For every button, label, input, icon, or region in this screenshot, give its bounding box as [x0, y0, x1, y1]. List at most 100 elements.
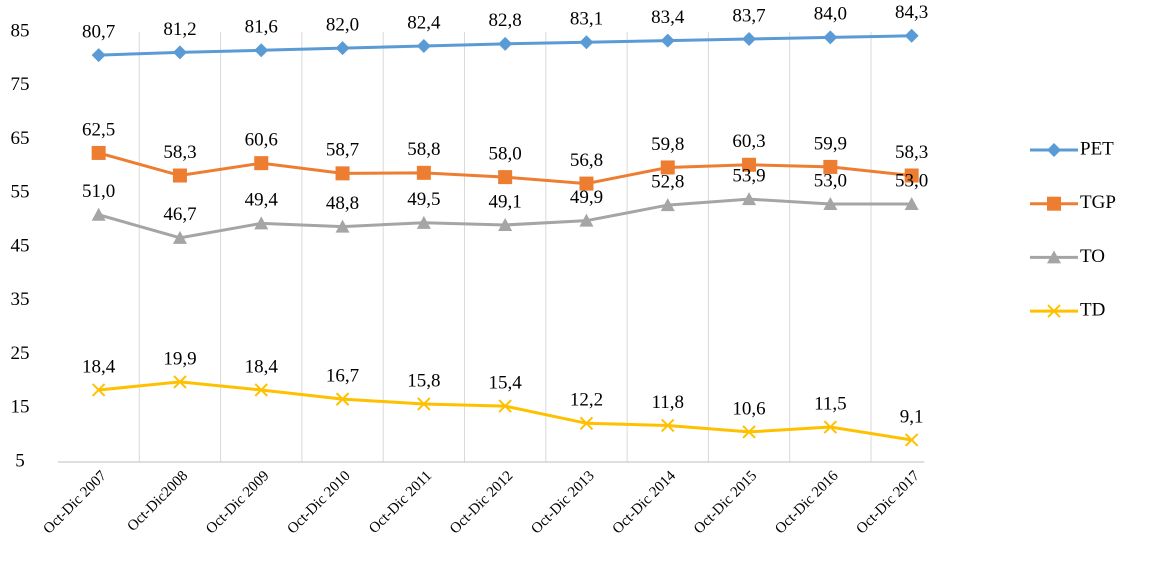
marker	[823, 197, 838, 210]
x-tick-label: Oct-Dic 2007	[41, 468, 111, 538]
y-tick-label: 65	[11, 128, 30, 149]
marker	[742, 425, 756, 439]
data-label: 48,8	[326, 193, 359, 214]
marker	[1047, 196, 1061, 211]
marker	[335, 41, 350, 56]
marker	[172, 45, 187, 60]
marker	[904, 197, 919, 210]
marker	[823, 420, 838, 434]
data-label: 19,9	[163, 348, 196, 369]
data-label: 83,1	[570, 9, 603, 30]
data-label: 58,0	[489, 143, 522, 164]
y-tick-label: 75	[11, 74, 30, 95]
marker	[172, 168, 187, 183]
marker	[1047, 143, 1061, 157]
marker	[335, 392, 350, 406]
x-tick-label: Oct-Dic 2009	[203, 468, 272, 537]
data-label: 11,8	[651, 392, 684, 413]
data-label: 56,8	[570, 150, 603, 171]
y-tick-label: 85	[11, 20, 30, 41]
data-label: 12,2	[570, 390, 603, 411]
marker	[91, 383, 106, 397]
marker	[823, 30, 838, 45]
data-label: 80,7	[82, 21, 115, 42]
data-label: 15,8	[407, 370, 440, 391]
legend-label: TD	[1080, 299, 1105, 320]
marker	[173, 375, 187, 389]
data-label: 84,3	[895, 2, 928, 23]
marker	[416, 215, 431, 229]
marker	[416, 38, 431, 53]
marker	[660, 33, 675, 48]
legend-label: TGP	[1080, 192, 1116, 213]
y-tick-label: 55	[11, 182, 30, 203]
data-label: 82,4	[407, 12, 441, 33]
marker	[254, 216, 269, 230]
data-label: 82,8	[489, 10, 522, 31]
data-label: 46,7	[163, 204, 196, 225]
marker	[254, 383, 268, 397]
y-tick-label: 25	[11, 343, 30, 364]
marker	[498, 399, 512, 413]
data-label: 52,8	[651, 171, 684, 192]
data-label: 58,3	[163, 142, 196, 163]
data-label: 10,6	[732, 398, 765, 419]
y-tick-label: 35	[11, 289, 30, 310]
y-tick-label: 45	[11, 235, 30, 256]
marker	[904, 28, 919, 43]
marker	[742, 157, 757, 172]
marker	[417, 397, 431, 411]
x-tick-label: Oct-Dic 2013	[528, 468, 597, 537]
data-label: 84,0	[814, 4, 847, 25]
marker	[661, 418, 675, 433]
data-label: 51,0	[82, 181, 115, 202]
data-label: 49,9	[570, 187, 603, 208]
data-label: 60,6	[245, 130, 278, 151]
data-label: 58,3	[895, 142, 928, 163]
marker	[742, 192, 757, 206]
marker	[904, 168, 919, 183]
data-label: 58,7	[326, 140, 359, 161]
marker	[91, 48, 106, 63]
x-tick-label: Oct-Dic 2016	[772, 468, 842, 538]
x-tick-label: Oct-Dic 2014	[610, 468, 680, 538]
data-label: 53,9	[732, 166, 765, 187]
marker	[254, 43, 269, 58]
marker	[1047, 250, 1061, 264]
data-label: 49,1	[489, 191, 522, 212]
marker	[498, 170, 513, 185]
marker	[742, 31, 757, 46]
marker	[660, 160, 675, 175]
x-tick-label: Oct-Dic 2017	[854, 468, 924, 538]
marker	[498, 36, 513, 51]
data-label: 11,5	[814, 393, 847, 414]
marker	[579, 176, 594, 191]
marker	[823, 159, 838, 174]
legend-label: PET	[1080, 138, 1114, 159]
marker	[91, 145, 106, 160]
data-label: 62,5	[82, 119, 115, 140]
data-label: 83,7	[732, 5, 765, 26]
marker	[335, 219, 350, 233]
data-label: 9,1	[900, 406, 924, 427]
data-label: 18,4	[82, 356, 116, 377]
x-tick-label: Oct-Dic 2011	[366, 468, 435, 537]
marker	[91, 207, 106, 221]
x-tick-label: Oct-Dic 2010	[284, 468, 353, 537]
data-label: 15,4	[489, 372, 523, 393]
data-label: 59,8	[651, 134, 684, 155]
marker	[660, 198, 675, 212]
marker	[335, 166, 350, 181]
marker	[498, 217, 513, 231]
marker	[579, 35, 594, 50]
data-label: 82,0	[326, 14, 359, 35]
x-tick-label: Oct-Dic 2012	[447, 468, 516, 537]
data-label: 81,6	[245, 17, 278, 38]
marker	[579, 213, 594, 227]
data-label: 81,2	[163, 19, 196, 40]
data-label: 53,0	[895, 170, 928, 191]
data-label: 59,9	[814, 133, 847, 154]
legend-label: TO	[1080, 246, 1105, 267]
data-label: 16,7	[326, 365, 359, 386]
